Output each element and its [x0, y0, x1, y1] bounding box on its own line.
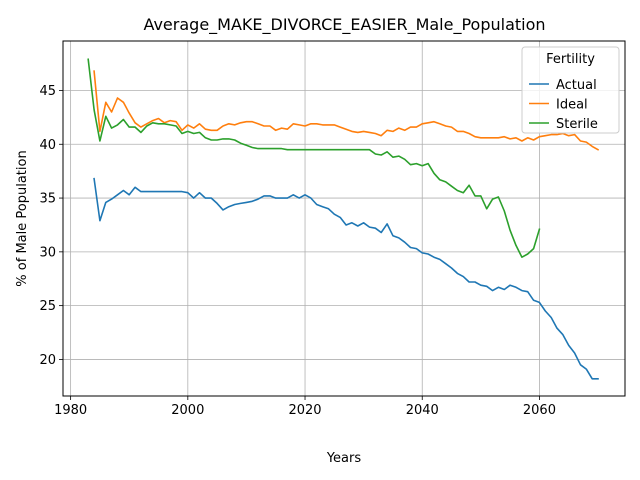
series-line-actual — [93, 177, 599, 380]
y-tick-label: 25 — [39, 299, 56, 314]
y-tick-label: 45 — [39, 84, 56, 99]
y-tick-label: 40 — [39, 138, 56, 153]
series-lines — [87, 58, 600, 380]
series-line-ideal — [93, 70, 600, 151]
x-axis-label: Years — [326, 451, 362, 466]
x-tick-label: 1980 — [54, 403, 87, 418]
x-tick-label: 2000 — [171, 403, 204, 418]
plot-frame — [62, 40, 626, 397]
legend-label-sterile: Sterile — [556, 117, 598, 132]
y-tick-label: 30 — [39, 245, 56, 260]
legend-box — [521, 46, 620, 134]
y-axis-label: % of Male Population — [15, 150, 30, 286]
legend-label-actual: Actual — [556, 78, 597, 93]
y-axis-ticks: 20 25 30 35 40 45 — [39, 84, 63, 368]
legend-label-ideal: Ideal — [556, 98, 588, 113]
legend: Fertility Actual Ideal Sterile — [521, 46, 620, 134]
series-line-sterile — [87, 58, 541, 259]
y-tick-label: 20 — [39, 353, 56, 368]
y-tick-label: 35 — [39, 192, 56, 207]
chart-title: Average_MAKE_DIVORCE_EASIER_Male_Populat… — [143, 15, 545, 35]
x-tick-label: 2040 — [406, 403, 439, 418]
legend-title: Fertility — [546, 52, 595, 67]
x-axis-ticks: 1980 2000 2020 2040 2060 — [54, 396, 556, 418]
x-tick-label: 2020 — [288, 403, 321, 418]
x-tick-label: 2060 — [523, 403, 556, 418]
